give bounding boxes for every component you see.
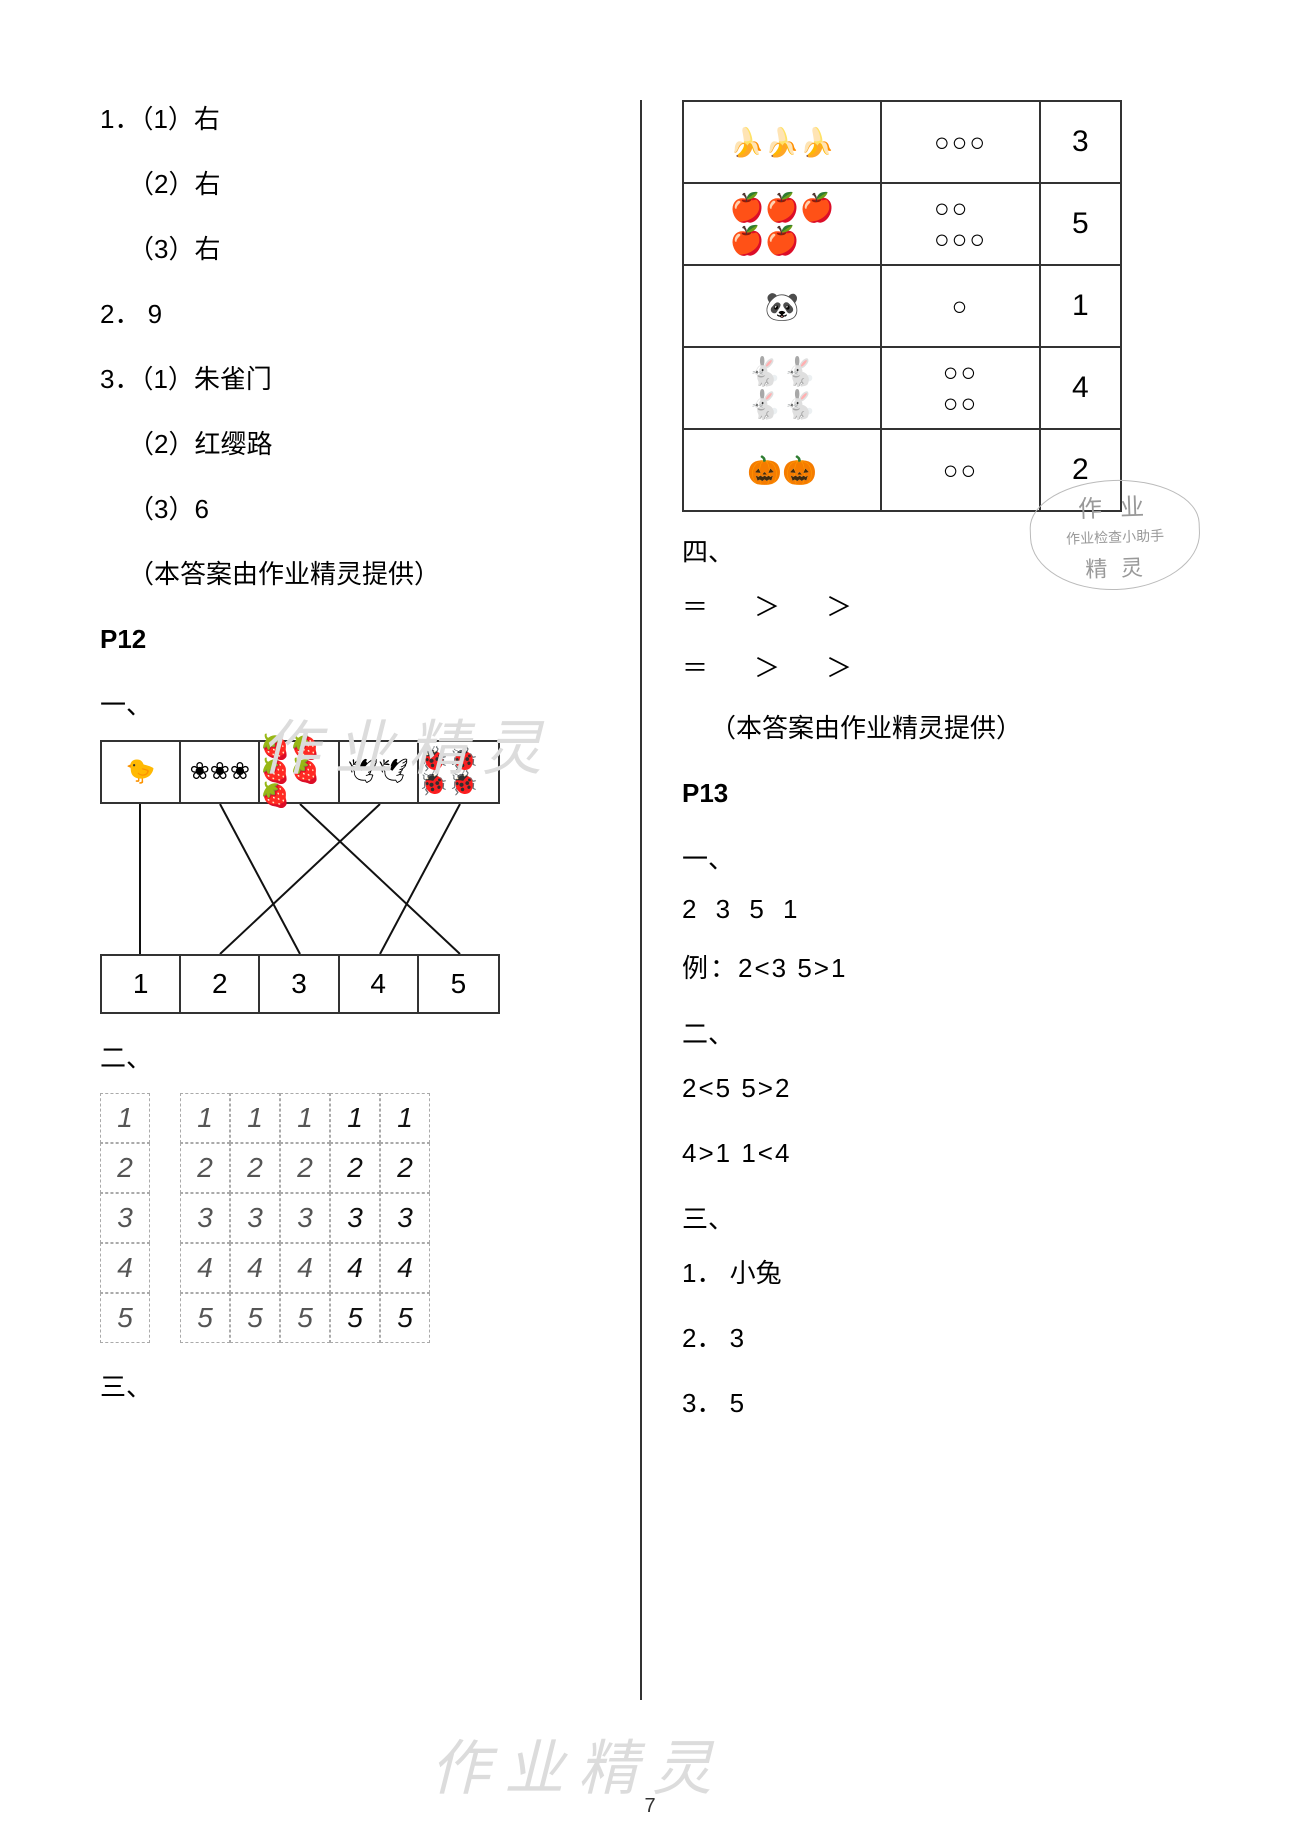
match-top-cell: 🐤 <box>102 742 181 802</box>
count-number-cell: 4 <box>1041 348 1120 428</box>
p13-2a: 2<5 5>2 <box>682 1069 1182 1108</box>
match-bottom-cell: 3 <box>260 956 339 1012</box>
writing-cell: 1 <box>180 1093 230 1143</box>
match-top-cell: 🍓🍓🍓🍓🍓 <box>260 742 339 802</box>
writing-cell: 3 <box>330 1193 380 1243</box>
matching-top-row: 🐤 ❀❀❀ 🍓🍓🍓🍓🍓 🕊🕊 🐞🐞🐞🐞 <box>100 740 500 804</box>
p13-section-1: 一、 <box>682 839 1182 876</box>
writing-cell: 2 <box>180 1143 230 1193</box>
count-icon-cell: 🐇🐇 🐇🐇 <box>684 348 882 428</box>
writing-grid: 12345 1111122222333334444455555 <box>100 1093 600 1343</box>
match-top-cell: 🕊🕊 <box>340 742 419 802</box>
count-circles-cell: ○○ ○○○ <box>882 184 1041 264</box>
p13-3-3: 3． 5 <box>682 1384 1182 1423</box>
writing-cell: 3 <box>180 1193 230 1243</box>
count-row: 🐇🐇 🐇🐇○○ ○○4 <box>684 348 1120 430</box>
count-icon-cell: 🍎🍎🍎 🍎🍎 <box>684 184 882 264</box>
q3-2: （2）红缨路 <box>100 425 600 464</box>
match-top-cell: ❀❀❀ <box>181 742 260 802</box>
writing-cell: 3 <box>380 1193 430 1243</box>
writing-cell: 1 <box>380 1093 430 1143</box>
writing-cell: 4 <box>380 1243 430 1293</box>
count-icon-cell: 🎃🎃 <box>684 430 882 510</box>
count-number-cell: 1 <box>1041 266 1120 346</box>
match-bottom-cell: 4 <box>340 956 419 1012</box>
left-column: 1．（1）右 （2）右 （3）右 2． 9 3．（1）朱雀门 （2）红缨路 （3… <box>100 100 640 1700</box>
writing-cell: 5 <box>100 1293 150 1343</box>
matching-figure: 🐤 ❀❀❀ 🍓🍓🍓🍓🍓 🕊🕊 🐞🐞🐞🐞 1 2 3 4 5 <box>100 740 500 1014</box>
writing-main-grid: 1111122222333334444455555 <box>180 1093 430 1343</box>
p13-1b: 例：2<3 5>1 <box>682 949 1182 988</box>
count-circles-cell: ○○ ○○ <box>882 348 1041 428</box>
writing-cell: 5 <box>330 1293 380 1343</box>
sec4-row-a: ＝ ＞ ＞ <box>682 587 1182 624</box>
count-circles-cell: ○○○ <box>882 102 1041 182</box>
writing-cell: 2 <box>330 1143 380 1193</box>
q3-1: 3．（1）朱雀门 <box>100 360 600 399</box>
page-ref-p12: P12 <box>100 620 600 659</box>
p13-section-2: 二、 <box>682 1014 1182 1051</box>
writing-cell: 4 <box>330 1243 380 1293</box>
writing-cell: 3 <box>280 1193 330 1243</box>
p12-section-2: 二、 <box>100 1038 600 1075</box>
p13-section-3: 三、 <box>682 1199 1182 1236</box>
writing-cell: 5 <box>280 1293 330 1343</box>
writing-cell: 4 <box>280 1243 330 1293</box>
p12-section-1: 一、 <box>100 685 600 722</box>
writing-cell: 2 <box>380 1143 430 1193</box>
match-bottom-cell: 1 <box>102 956 181 1012</box>
writing-cell: 5 <box>380 1293 430 1343</box>
p13-1a: 2 3 5 1 <box>682 894 1182 925</box>
counting-table: 🍌🍌🍌○○○3🍎🍎🍎 🍎🍎○○ ○○○5🐼○1🐇🐇 🐇🐇○○ ○○4🎃🎃○○2 <box>682 100 1122 512</box>
count-row: 🎃🎃○○2 <box>684 430 1120 510</box>
writing-cell: 4 <box>180 1243 230 1293</box>
count-circles-cell: ○ <box>882 266 1041 346</box>
writing-cell: 4 <box>100 1243 150 1293</box>
p12-section-3: 三、 <box>100 1367 600 1404</box>
writing-cell: 2 <box>280 1143 330 1193</box>
q3-3: （3）6 <box>100 490 600 529</box>
writing-cell: 5 <box>230 1293 280 1343</box>
right-column: 🍌🍌🍌○○○3🍎🍎🍎 🍎🍎○○ ○○○5🐼○1🐇🐇 🐇🐇○○ ○○4🎃🎃○○2 … <box>642 100 1182 1700</box>
count-number-cell: 5 <box>1041 184 1120 264</box>
count-icon-cell: 🍌🍌🍌 <box>684 102 882 182</box>
q1-3: （3）右 <box>100 230 600 269</box>
writing-cell: 1 <box>280 1093 330 1143</box>
q2: 2． 9 <box>100 295 600 334</box>
count-icon-cell: 🐼 <box>684 266 882 346</box>
matching-bottom-row: 1 2 3 4 5 <box>100 954 500 1014</box>
writing-left-strip: 12345 <box>100 1093 150 1343</box>
writing-cell: 2 <box>230 1143 280 1193</box>
matching-lines <box>100 804 500 954</box>
match-bottom-cell: 2 <box>181 956 260 1012</box>
page-ref-p13: P13 <box>682 774 1182 813</box>
p13-3-1: 1． 小兔 <box>682 1254 1182 1293</box>
writing-cell: 2 <box>100 1143 150 1193</box>
writing-cell: 5 <box>180 1293 230 1343</box>
sec4-row-b: ＝ ＞ ＞ <box>682 648 1182 685</box>
p13-3-2: 2． 3 <box>682 1319 1182 1358</box>
match-bottom-cell: 5 <box>419 956 498 1012</box>
p13-2b: 4>1 1<4 <box>682 1134 1182 1173</box>
page-number: 7 <box>644 1795 655 1818</box>
count-row: 🐼○1 <box>684 266 1120 348</box>
count-circles-cell: ○○ <box>882 430 1041 510</box>
q1-1: 1．（1）右 <box>100 100 600 139</box>
count-row: 🍎🍎🍎 🍎🍎○○ ○○○5 <box>684 184 1120 266</box>
section-4: 四、 <box>682 532 1182 569</box>
credit-right: （本答案由作业精灵提供） <box>682 709 1182 748</box>
match-top-cell: 🐞🐞🐞🐞 <box>419 742 498 802</box>
writing-cell: 4 <box>230 1243 280 1293</box>
q1-2: （2）右 <box>100 165 600 204</box>
count-number-cell: 2 <box>1041 430 1120 510</box>
writing-cell: 1 <box>100 1093 150 1143</box>
writing-cell: 1 <box>230 1093 280 1143</box>
writing-cell: 3 <box>230 1193 280 1243</box>
writing-cell: 1 <box>330 1093 380 1143</box>
count-row: 🍌🍌🍌○○○3 <box>684 102 1120 184</box>
writing-cell: 3 <box>100 1193 150 1243</box>
count-number-cell: 3 <box>1041 102 1120 182</box>
credit-left: （本答案由作业精灵提供） <box>100 555 600 594</box>
